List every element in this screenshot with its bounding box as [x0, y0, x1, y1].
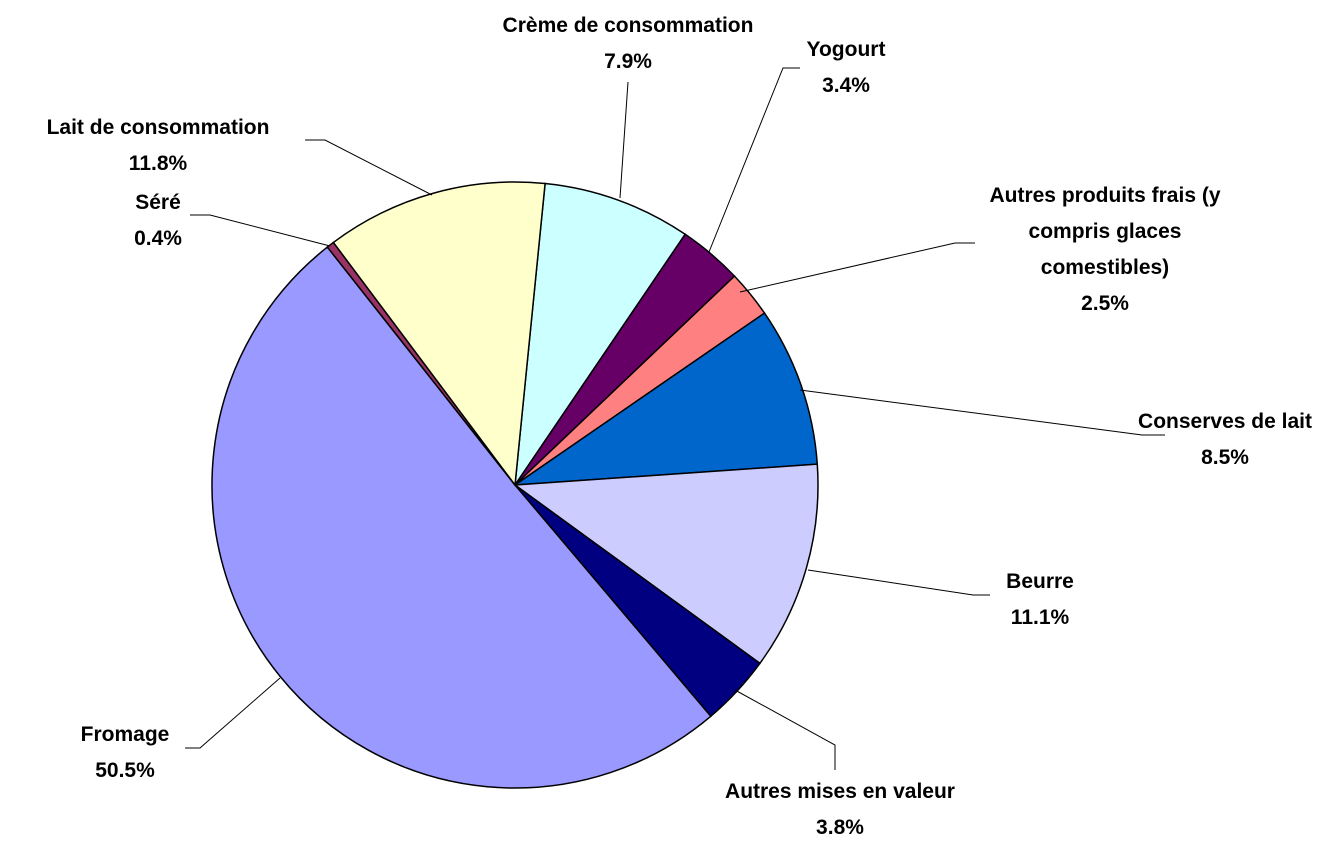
- slice-percent: 3.8%: [816, 816, 864, 839]
- pie-slice: [211, 246, 712, 789]
- slice-name: Lait de consommation: [46, 116, 270, 139]
- leader-line: [190, 214, 331, 247]
- leader-line: [739, 242, 975, 293]
- slice-name: Conserves de lait: [1138, 410, 1312, 433]
- slice-percent: 50.5%: [95, 759, 155, 782]
- pie-slice: [332, 181, 546, 487]
- leader-line: [708, 67, 800, 253]
- slice-percent: 0.4%: [134, 227, 182, 250]
- slice-label: Conserves de lait 8.5%: [1138, 404, 1312, 476]
- leader-line: [799, 389, 1165, 436]
- pie-slice: [512, 463, 819, 665]
- slice-name: Beurre: [1006, 570, 1074, 593]
- slice-name: Autres produits frais (y compris glaces …: [989, 184, 1221, 279]
- slice-percent: 3.4%: [822, 74, 870, 97]
- slice-name: Fromage: [80, 723, 170, 746]
- slice-percent: 2.5%: [1081, 292, 1129, 315]
- leader-line: [619, 81, 629, 199]
- slice-name: Yogourt: [806, 38, 886, 61]
- leader-line: [734, 689, 836, 770]
- pie-slice: [514, 182, 687, 486]
- slice-name: Autres mises en valeur: [725, 780, 955, 803]
- slice-label: Beurre 11.1%: [1006, 564, 1074, 636]
- slice-label: Yogourt 3.4%: [807, 32, 886, 104]
- leader-line: [807, 569, 990, 596]
- slice-label: Séré 0.4%: [134, 185, 182, 257]
- slice-label: Autres mises en valeur 3.8%: [725, 774, 955, 846]
- slice-label: Autres produits frais (y compris glaces …: [975, 178, 1235, 322]
- slice-percent: 11.8%: [128, 152, 188, 175]
- slice-name: Séré: [135, 191, 181, 214]
- slice-percent: 8.5%: [1201, 446, 1249, 469]
- slice-percent: 7.9%: [604, 50, 652, 73]
- slice-label: Fromage 50.5%: [81, 717, 170, 789]
- slice-label: Crème de consommation 7.9%: [503, 8, 754, 80]
- leader-line: [185, 677, 281, 749]
- leader-line: [305, 139, 433, 196]
- slice-label: Lait de consommation 11.8%: [47, 110, 270, 182]
- pie-slice: [512, 312, 819, 486]
- slice-percent: 11.1%: [1010, 606, 1070, 629]
- slice-name: Crème de consommation: [502, 14, 754, 37]
